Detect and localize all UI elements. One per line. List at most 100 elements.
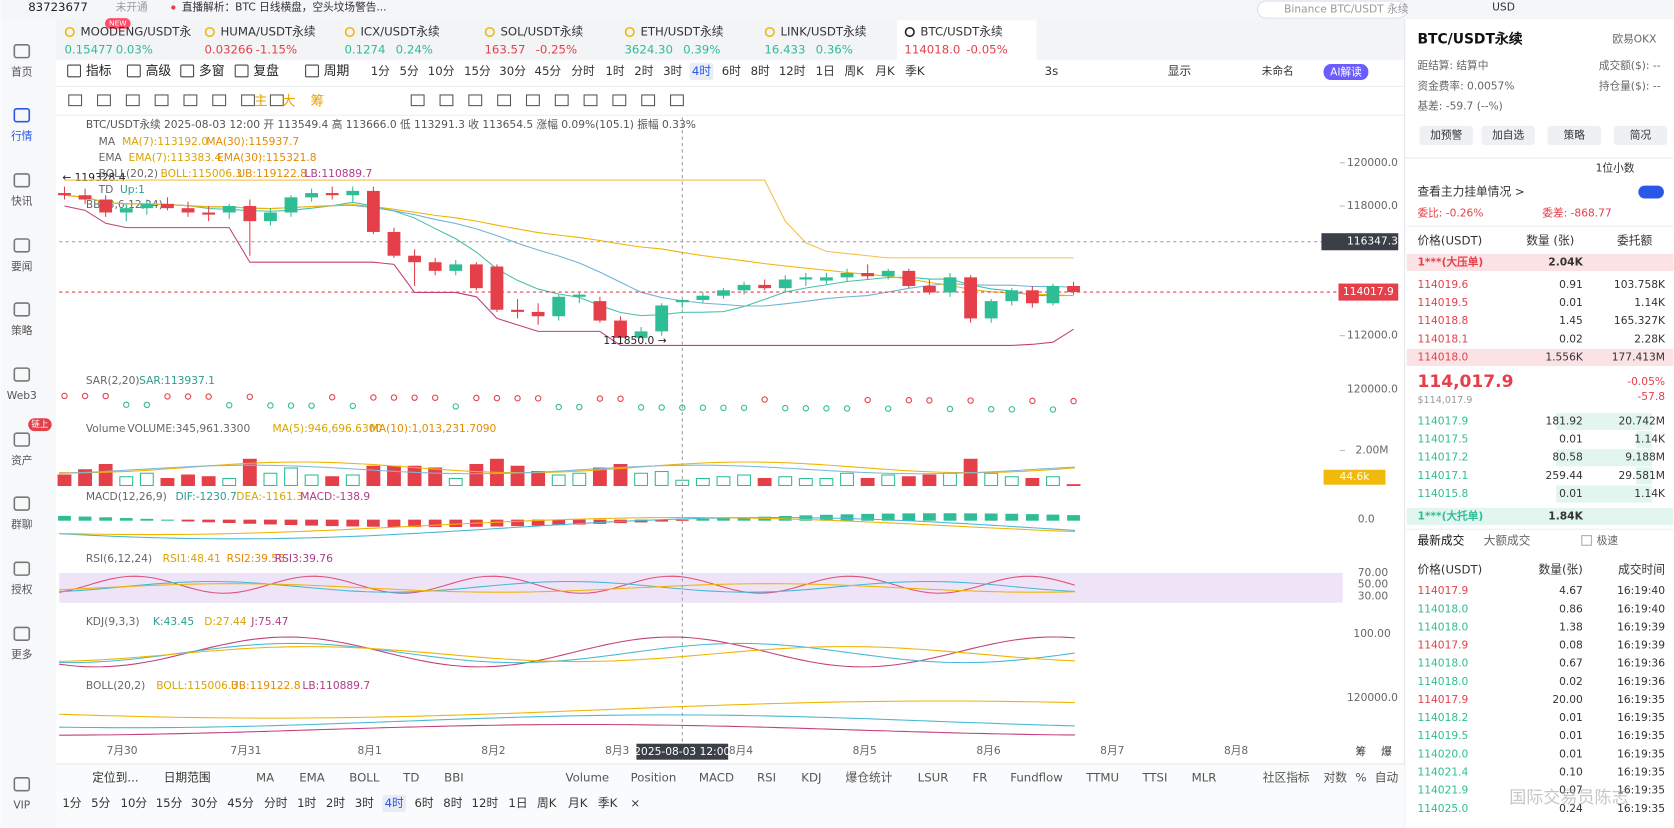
sub-indicator[interactable]: TTSI [1141, 770, 1167, 784]
main-indicator[interactable]: BOLL [349, 770, 380, 784]
interval-button[interactable]: 10分 [428, 64, 455, 78]
refresh-rate[interactable]: 3s [1045, 64, 1059, 78]
interval-button[interactable]: 分时 [264, 796, 288, 810]
interval-button[interactable]: 6时 [414, 796, 433, 810]
sub-indicator[interactable]: Volume [566, 770, 610, 784]
interval-button[interactable]: 4时 [692, 64, 711, 78]
chart-option[interactable]: % [1355, 770, 1366, 784]
sidebar-item[interactable]: 授权 [11, 583, 33, 596]
tab-name[interactable]: ETH/USDT永续 [640, 25, 723, 39]
sidebar-item[interactable]: 首页 [11, 66, 32, 79]
interval-button[interactable]: 周K [537, 796, 557, 810]
tab-name[interactable]: HUMA/USDT永续 [220, 25, 315, 39]
search-input[interactable]: Binance BTC/USDT 永续 [1284, 3, 1409, 16]
interval-button[interactable]: 月K [875, 64, 895, 78]
sidebar-item[interactable]: 行情 [11, 130, 33, 143]
locate-button[interactable]: 定位到... [92, 770, 138, 784]
layout-name[interactable]: 未命名 [1262, 64, 1294, 77]
date-range[interactable]: 日期范围 [164, 770, 211, 784]
interval-button[interactable]: 3时 [663, 64, 682, 78]
main-indicator[interactable]: MA [256, 770, 274, 784]
interval-button[interactable]: 月K [568, 796, 588, 810]
interval-button[interactable]: 1时 [605, 64, 624, 78]
panel-button-text[interactable]: 加自选 [1492, 129, 1524, 142]
interval-button[interactable]: 1时 [297, 796, 316, 810]
interval-button[interactable]: 分时 [571, 64, 595, 78]
sub-indicator[interactable]: LSUR [918, 770, 949, 784]
close-button[interactable]: × [630, 796, 640, 810]
interval-button[interactable]: 8时 [751, 64, 770, 78]
tool-button[interactable]: 周期 [324, 64, 350, 79]
interval-button[interactable]: 季K [598, 796, 618, 810]
drawing-tool[interactable]: 主 [254, 93, 268, 109]
trade-tab[interactable]: 大额成交 [1484, 533, 1531, 547]
interval-button[interactable]: 10分 [121, 796, 148, 810]
sub-indicator[interactable]: 爆仓统计 [846, 770, 893, 784]
interval-button[interactable]: 1分 [371, 64, 390, 78]
currency[interactable]: USD [1492, 0, 1515, 13]
tab-name[interactable]: MOODENG/USDT永 [80, 25, 191, 39]
interval-button[interactable]: 1日 [816, 64, 835, 78]
chart-option[interactable]: 对数 [1324, 770, 1348, 784]
interval-button[interactable]: 12时 [472, 796, 499, 810]
interval-button[interactable]: 15分 [464, 64, 491, 78]
sidebar-item[interactable]: 资产 [11, 454, 32, 467]
trade-tab[interactable]: 最新成交 [1417, 533, 1464, 547]
interval-button[interactable]: 季K [905, 64, 925, 78]
sidebar-item[interactable]: 群聊 [11, 518, 32, 531]
precision-select[interactable]: 1位小数 [1596, 162, 1635, 175]
interval-button[interactable]: 3时 [355, 796, 374, 810]
sub-indicator[interactable]: Position [631, 770, 677, 784]
tab-name[interactable]: ICX/USDT永续 [360, 25, 440, 39]
sub-indicator[interactable]: MACD [699, 770, 734, 784]
panel-button-text[interactable]: 策略 [1564, 129, 1586, 142]
panel-button-text[interactable]: 简况 [1630, 129, 1652, 142]
interval-button[interactable]: 1日 [508, 796, 527, 810]
drawing-tool[interactable]: 筹 [310, 92, 324, 109]
speed-toggle[interactable]: 极速 [1597, 534, 1619, 547]
main-indicator[interactable]: BBI [444, 770, 464, 784]
interval-button[interactable]: 45分 [227, 796, 254, 810]
interval-button[interactable]: 8时 [443, 796, 462, 810]
sub-indicator[interactable]: Fundflow [1010, 770, 1063, 784]
interval-button[interactable]: 5分 [400, 64, 419, 78]
main-indicator[interactable]: EMA [299, 770, 325, 784]
main-indicator[interactable]: TD [402, 770, 419, 784]
main-orders-link[interactable]: 查看主力挂单情况 > [1417, 185, 1524, 199]
interval-button[interactable]: 15分 [156, 796, 183, 810]
interval-button[interactable]: 5分 [91, 796, 110, 810]
interval-button[interactable]: 4时 [385, 796, 404, 810]
chart-option[interactable]: 自动 [1375, 770, 1399, 784]
interval-button[interactable]: 30分 [499, 64, 526, 78]
panel-button-text[interactable]: 加预警 [1430, 129, 1462, 142]
sidebar-item[interactable]: 要闻 [11, 260, 32, 273]
drawing-tool[interactable]: 大 [282, 93, 296, 109]
sidebar-item[interactable]: VIP [13, 799, 30, 812]
tool-button[interactable]: 高级 [146, 63, 172, 79]
interval-button[interactable]: 周K [844, 64, 864, 78]
sub-indicator[interactable]: KDJ [801, 770, 821, 784]
chart-option[interactable]: 社区指标 [1263, 770, 1310, 784]
tool-button[interactable]: 多窗 [199, 64, 225, 79]
sidebar-item[interactable]: 更多 [11, 648, 33, 661]
sidebar-item[interactable]: 策略 [11, 324, 33, 337]
tab-name[interactable]: BTC/USDT永续 [920, 25, 1003, 39]
interval-button[interactable]: 12时 [779, 64, 806, 78]
sub-indicator[interactable]: RSI [757, 770, 776, 784]
sub-indicator[interactable]: TTMU [1085, 770, 1119, 784]
ai-button-text[interactable]: AI解读 [1330, 66, 1362, 79]
interval-button[interactable]: 1分 [62, 796, 81, 810]
interval-button[interactable]: 6时 [722, 64, 741, 78]
sub-indicator[interactable]: FR [973, 770, 988, 784]
tab-name[interactable]: LINK/USDT永续 [780, 25, 866, 39]
interval-button[interactable]: 2时 [326, 796, 345, 810]
tool-button[interactable]: 指标 [86, 64, 112, 79]
sidebar-item[interactable]: 快讯 [11, 195, 33, 208]
sidebar-item[interactable]: Web3 [7, 389, 37, 402]
tool-button[interactable]: 复盘 [253, 63, 279, 79]
interval-button[interactable]: 2时 [634, 64, 653, 78]
sub-indicator[interactable]: MLR [1192, 770, 1217, 784]
display-button[interactable]: 显示 [1168, 64, 1192, 78]
interval-button[interactable]: 30分 [191, 796, 218, 810]
tab-name[interactable]: SOL/USDT永续 [500, 25, 583, 39]
